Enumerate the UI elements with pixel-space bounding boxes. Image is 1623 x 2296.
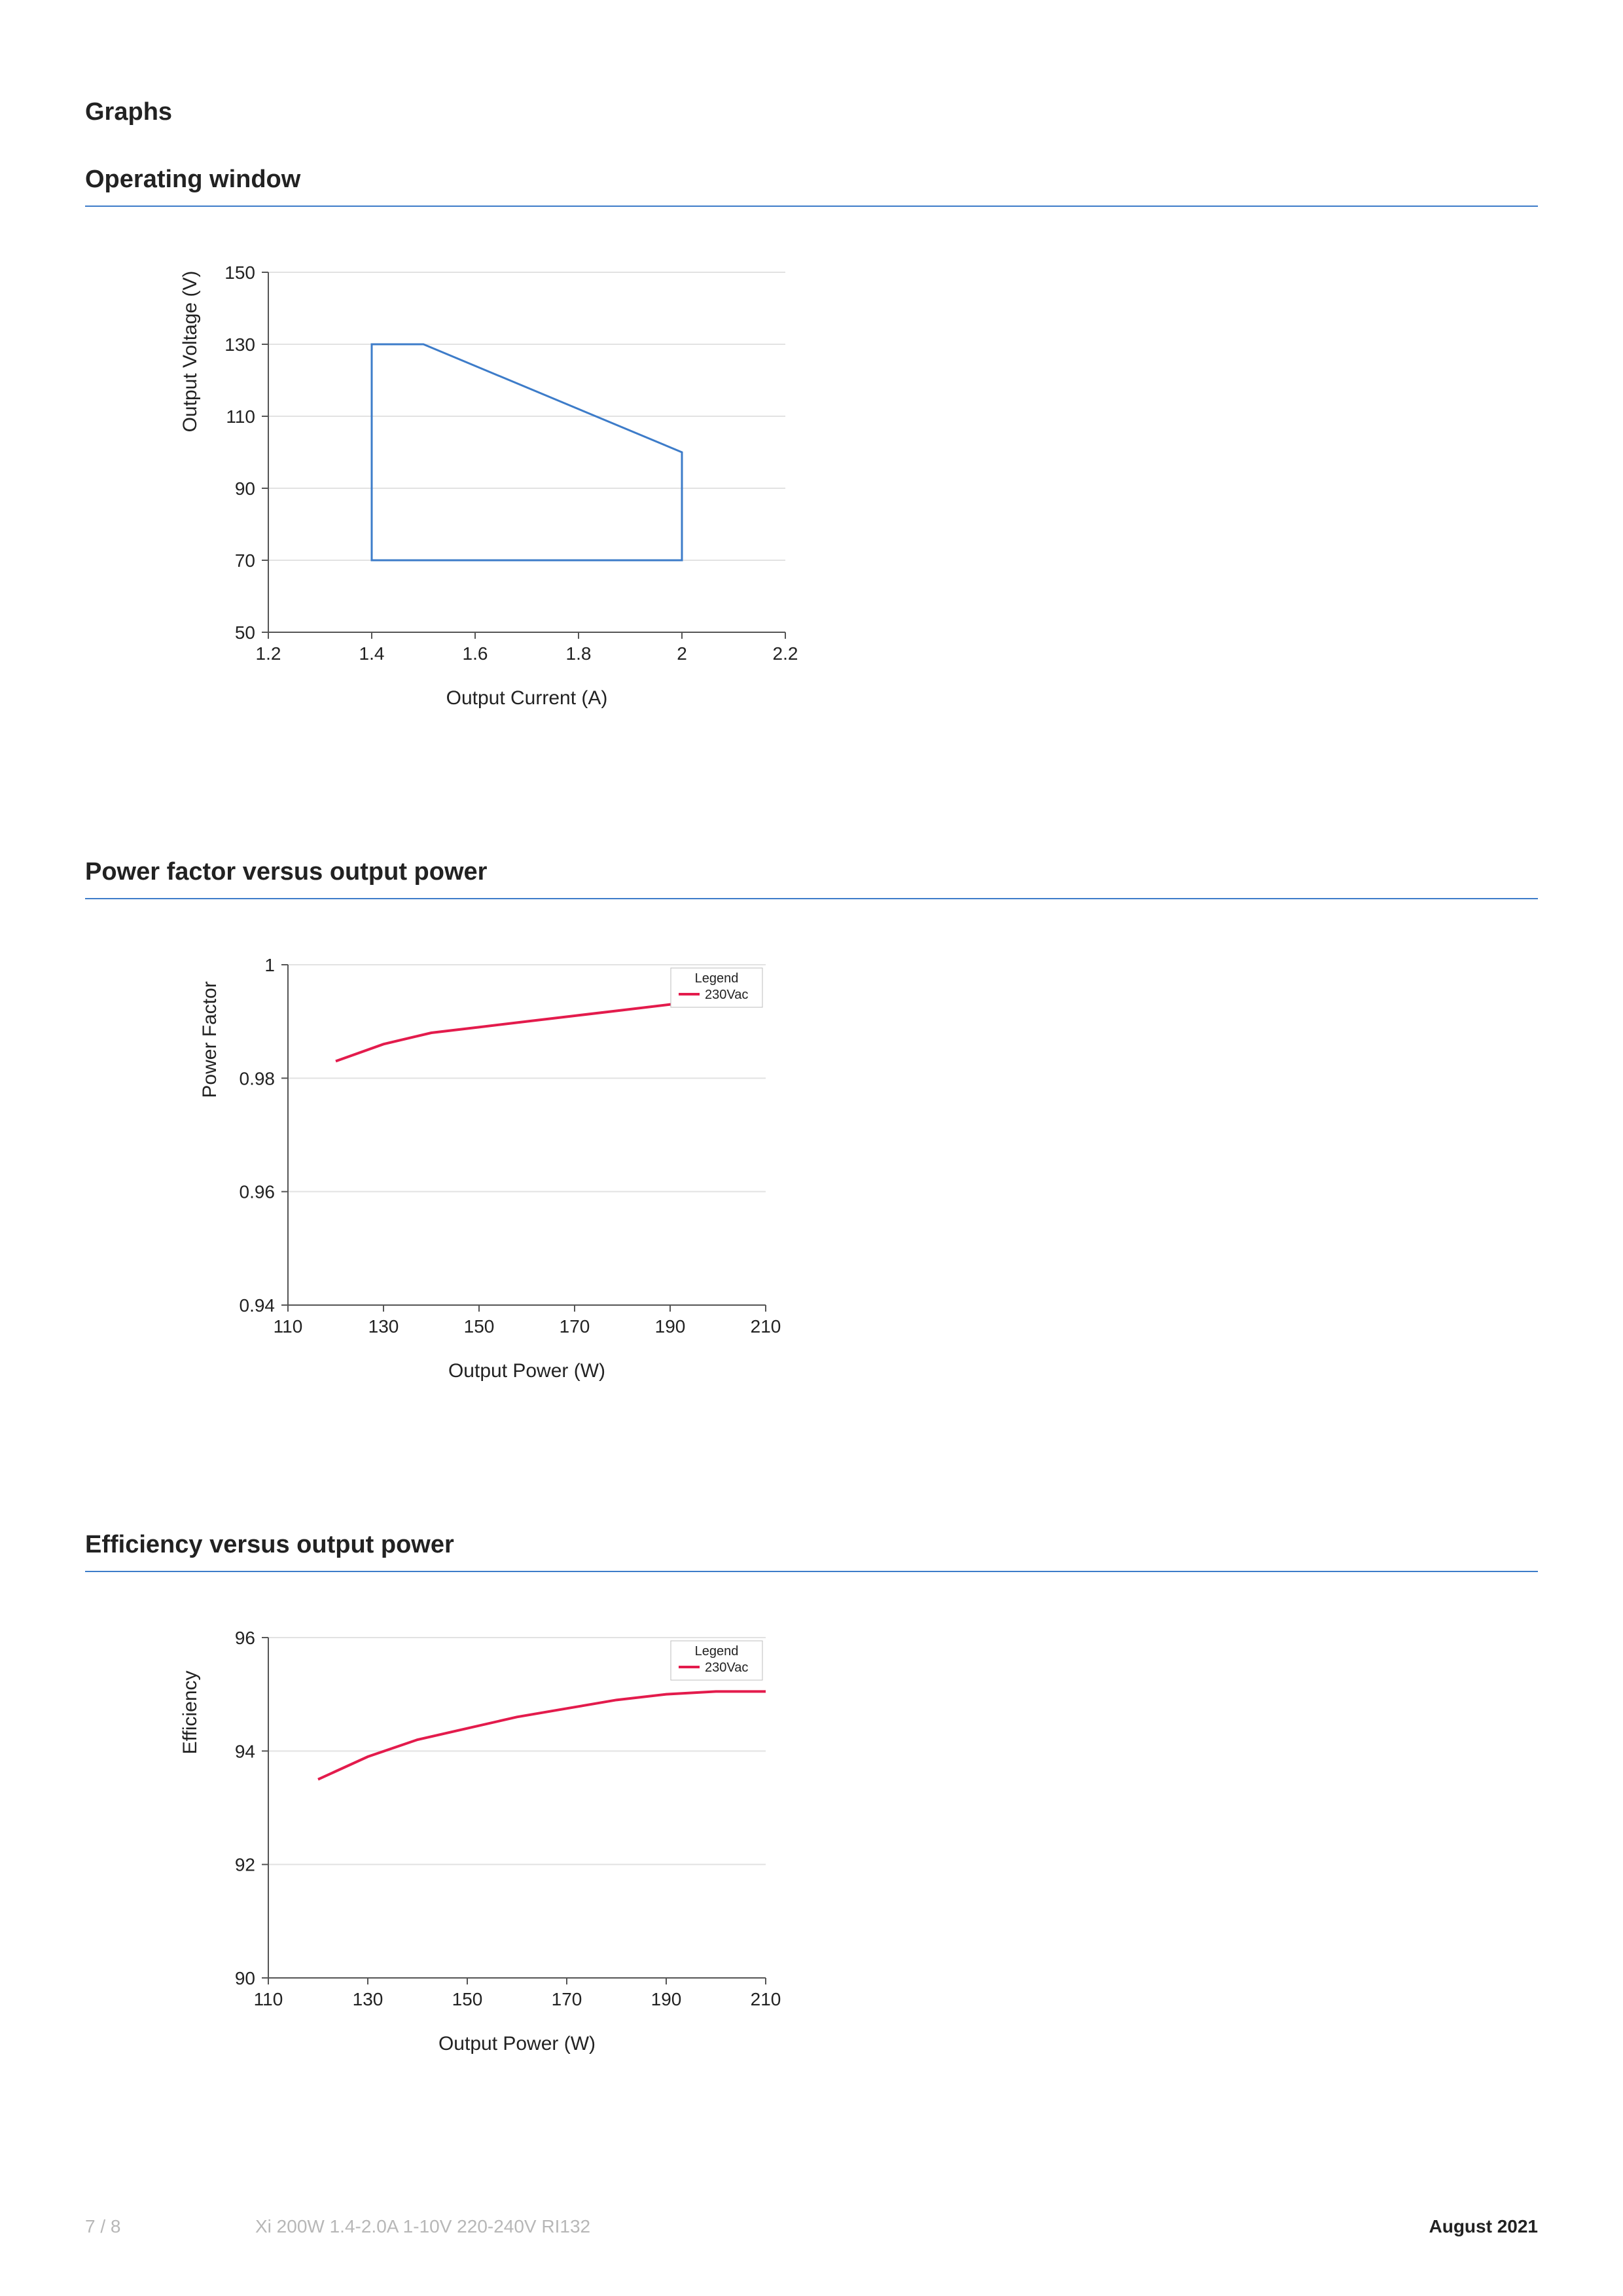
svg-text:170: 170 bbox=[552, 1989, 582, 2009]
svg-text:230Vac: 230Vac bbox=[705, 1660, 748, 1675]
svg-text:Output Power (W): Output Power (W) bbox=[438, 2033, 596, 2054]
svg-text:90: 90 bbox=[235, 478, 255, 499]
chart1-wrap: 1.2 1.4 1.6 1.8 2 2.2 50 70 90 110 130 150 Output Cu… bbox=[157, 253, 1538, 760]
chart2-title: Power factor versus output power bbox=[85, 858, 1538, 886]
svg-text:230Vac: 230Vac bbox=[705, 988, 748, 1002]
chart1-title: Operating window bbox=[85, 166, 1538, 194]
svg-text:110: 110 bbox=[254, 1989, 283, 2009]
svg-text:1.4: 1.4 bbox=[359, 643, 385, 664]
footer-page-number: 7 / 8 bbox=[85, 2216, 255, 2237]
svg-text:0.96: 0.96 bbox=[240, 1182, 276, 1202]
svg-text:0.98: 0.98 bbox=[240, 1068, 276, 1088]
svg-text:70: 70 bbox=[235, 550, 255, 571]
section-power-factor: Power factor versus output power 1101301… bbox=[85, 858, 1538, 1433]
svg-text:150: 150 bbox=[224, 262, 255, 283]
svg-text:50: 50 bbox=[235, 622, 255, 643]
svg-text:210: 210 bbox=[751, 1316, 781, 1336]
svg-text:0.94: 0.94 bbox=[240, 1295, 276, 1316]
section-operating-window: Operating window 1.21.41.61.822.25070901… bbox=[85, 166, 1538, 760]
chart2-wrap: 110 130 150 170 190 210 0.94 0.96 0.98 1 Output Po… bbox=[157, 945, 1538, 1433]
svg-text:Power Factor: Power Factor bbox=[199, 981, 221, 1098]
svg-text:130: 130 bbox=[368, 1316, 399, 1336]
svg-text:110: 110 bbox=[226, 406, 255, 427]
svg-text:190: 190 bbox=[655, 1316, 686, 1336]
svg-text:90: 90 bbox=[235, 1968, 255, 1988]
page: Graphs Operating window 1.2 1.4 1.6 1.8 2 2.2… bbox=[0, 0, 1623, 2296]
chart-operating-window: 1.2 1.4 1.6 1.8 2 2.2 50 70 90 110 130 150 Output Cu… bbox=[157, 253, 844, 757]
chart3-wrap: 110 130 150 170 190 210 90 92 94 96 Output Power (… bbox=[157, 1618, 1538, 2106]
footer-product: Xi 200W 1.4-2.0A 1-10V 220-240V RI132 bbox=[255, 2216, 1429, 2237]
svg-text:2: 2 bbox=[677, 643, 687, 664]
svg-text:Legend: Legend bbox=[695, 971, 739, 986]
svg-text:170: 170 bbox=[560, 1316, 590, 1336]
footer: 7 / 8 Xi 200W 1.4-2.0A 1-10V 220-240V RI… bbox=[85, 2216, 1538, 2237]
svg-text:1: 1 bbox=[264, 955, 275, 975]
svg-text:1.8: 1.8 bbox=[566, 643, 592, 664]
rule bbox=[85, 1571, 1538, 1572]
svg-text:94: 94 bbox=[235, 1741, 255, 1761]
svg-text:130: 130 bbox=[353, 1989, 383, 2009]
svg-text:1.2: 1.2 bbox=[256, 643, 281, 664]
svg-text:96: 96 bbox=[235, 1628, 255, 1648]
rule bbox=[85, 206, 1538, 207]
svg-text:150: 150 bbox=[452, 1989, 483, 2009]
page-title: Graphs bbox=[85, 98, 1538, 126]
svg-text:1.6: 1.6 bbox=[463, 643, 488, 664]
chart-power-factor: 110 130 150 170 190 210 0.94 0.96 0.98 1 Output Po… bbox=[157, 945, 844, 1429]
svg-text:130: 130 bbox=[224, 334, 255, 355]
rule bbox=[85, 898, 1538, 899]
svg-text:2.2: 2.2 bbox=[773, 643, 798, 664]
svg-text:Legend: Legend bbox=[695, 1644, 739, 1659]
svg-text:92: 92 bbox=[235, 1855, 255, 1875]
footer-date: August 2021 bbox=[1429, 2216, 1539, 2237]
svg-text:210: 210 bbox=[751, 1989, 781, 2009]
svg-text:Output Current (A): Output Current (A) bbox=[446, 687, 608, 709]
svg-text:Output Voltage (V): Output Voltage (V) bbox=[179, 271, 201, 433]
chart3-title: Efficiency versus output power bbox=[85, 1531, 1538, 1559]
svg-text:150: 150 bbox=[464, 1316, 495, 1336]
section-efficiency: Efficiency versus output power 110 130 150… bbox=[85, 1531, 1538, 2106]
svg-text:110: 110 bbox=[274, 1316, 303, 1336]
chart-efficiency: 110 130 150 170 190 210 90 92 94 96 Output Power (… bbox=[157, 1618, 844, 2102]
svg-text:Efficiency: Efficiency bbox=[179, 1670, 201, 1754]
svg-text:190: 190 bbox=[651, 1989, 682, 2009]
svg-text:Output Power (W): Output Power (W) bbox=[448, 1360, 605, 1382]
